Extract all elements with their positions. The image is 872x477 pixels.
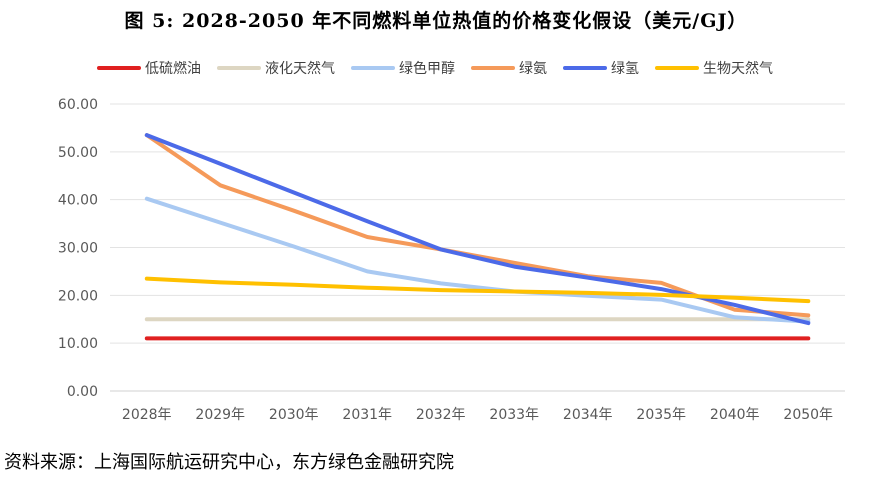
series-lines — [144, 133, 811, 341]
legend-item-3: 绿氨 — [471, 61, 547, 77]
y-tick-label: 40.00 — [58, 193, 98, 209]
legend-label: 绿色甲醇 — [399, 60, 455, 77]
legend-item-2: 绿色甲醇 — [351, 60, 455, 77]
source-note: 资料来源：上海国际航运研究中心，东方绿色金融研究院 — [4, 452, 454, 473]
x-tick-label: 2032年 — [416, 407, 466, 423]
x-tick-label: 2033年 — [489, 407, 539, 423]
series-line-5 — [144, 276, 811, 304]
legend-item-4: 绿氢 — [563, 61, 639, 77]
y-tick-label: 60.00 — [58, 97, 98, 113]
x-tick-label: 2029年 — [195, 407, 245, 423]
y-tick-label: 10.00 — [58, 336, 98, 352]
x-tick-label: 2034年 — [563, 407, 613, 423]
legend-item-5: 生物天然气 — [655, 60, 773, 77]
legend-item-1: 液化天然气 — [217, 60, 335, 77]
y-axis: 0.00 10.00 20.00 30.00 40.00 50.00 60.00 — [58, 97, 98, 400]
legend-label: 液化天然气 — [265, 60, 335, 77]
legend-item-0: 低硫燃油 — [97, 60, 201, 77]
series-line-2 — [144, 196, 811, 324]
x-axis: 2028年 2029年 2030年 2031年 2032年 2033年 2034年 2035年… — [122, 407, 833, 423]
y-tick-label: 0.00 — [67, 384, 98, 400]
gridlines — [110, 103, 845, 392]
legend-label: 绿氢 — [611, 61, 639, 77]
legend-label: 低硫燃油 — [145, 60, 201, 77]
x-tick-label: 2028年 — [122, 407, 172, 423]
legend: 低硫燃油 液化天然气 绿色甲醇 绿氨 绿氢 生物天然气 — [97, 60, 773, 77]
line-chart: 0.00 10.00 20.00 30.00 40.00 50.00 60.00 2028年… — [58, 60, 845, 423]
x-tick-label: 2035年 — [636, 407, 686, 423]
x-tick-label: 2050年 — [783, 407, 833, 423]
x-tick-label: 2040年 — [710, 407, 760, 423]
x-tick-label: 2030年 — [269, 407, 319, 423]
legend-label: 绿氨 — [519, 61, 547, 77]
chart-title: 图 5: 2028-2050 年不同燃料单位热值的价格变化假设（美元/GJ） — [124, 10, 748, 32]
legend-label: 生物天然气 — [703, 60, 773, 77]
y-tick-label: 20.00 — [58, 288, 98, 304]
y-tick-label: 30.00 — [58, 241, 98, 257]
x-tick-label: 2031年 — [342, 407, 392, 423]
y-tick-label: 50.00 — [58, 145, 98, 161]
